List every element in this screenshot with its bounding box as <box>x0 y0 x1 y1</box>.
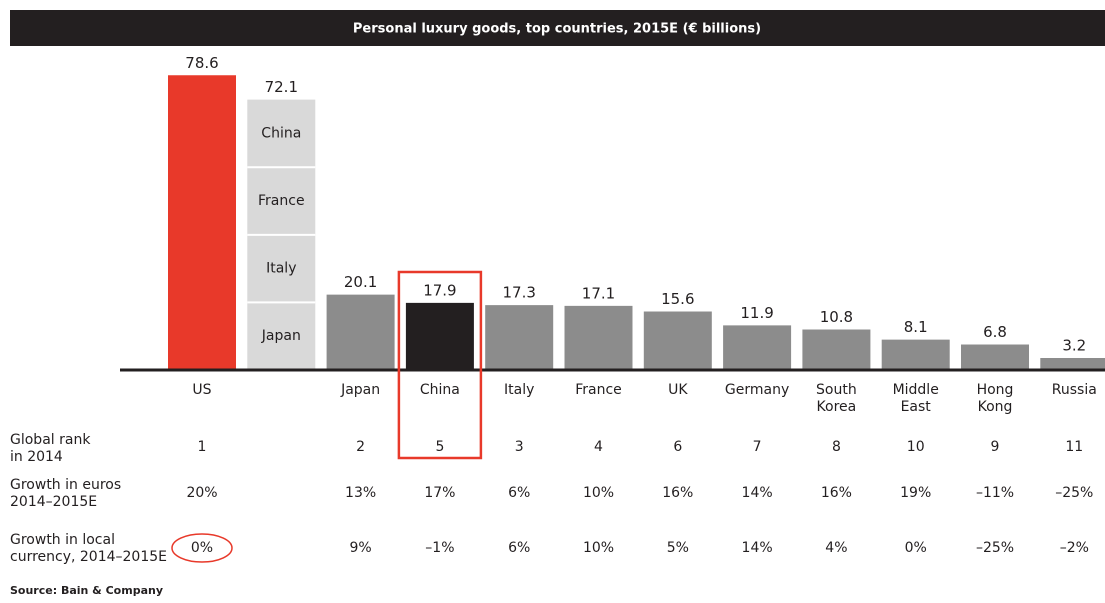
table-cell: 0% <box>191 540 213 556</box>
row-label: 2014–2015E <box>10 494 97 510</box>
table-cell: 11 <box>1065 439 1083 455</box>
table-cell: 5% <box>667 540 689 556</box>
table-cell: 9 <box>991 439 1000 455</box>
table-cell: 13% <box>345 485 376 501</box>
x-tick-label: Middle East <box>893 382 939 415</box>
table-cell: –25% <box>1055 485 1093 501</box>
bar <box>723 325 792 370</box>
row-label: Growth in euros <box>10 477 121 493</box>
table-cell: 4% <box>825 540 847 556</box>
value-label: 17.3 <box>502 284 535 302</box>
x-tick-label: Japan <box>340 382 380 398</box>
source: Source: Bain & Company <box>10 584 163 597</box>
bar <box>802 329 871 370</box>
row-label: in 2014 <box>10 449 63 465</box>
title-bar <box>10 10 1105 46</box>
table-cell: 0% <box>905 540 927 556</box>
table-cell: 6% <box>508 485 530 501</box>
row-label: currency, 2014–2015E <box>10 549 167 565</box>
row-label: Growth in local <box>10 532 115 548</box>
value-label: 10.8 <box>820 308 853 326</box>
value-label: 20.1 <box>344 273 377 291</box>
value-label: 17.9 <box>423 281 456 299</box>
segment-label: China <box>261 125 301 141</box>
value-label: 11.9 <box>740 304 773 322</box>
row-label: Global rank <box>10 432 91 448</box>
table-cell: 10% <box>583 485 614 501</box>
bar <box>405 302 474 370</box>
value-label: 72.1 <box>265 78 298 96</box>
value-label: 15.6 <box>661 290 694 308</box>
table-cell: 2 <box>356 439 365 455</box>
value-label: 6.8 <box>983 323 1007 341</box>
table-cell: 3 <box>515 439 524 455</box>
table-cell: 5 <box>435 439 444 455</box>
table-cell: 14% <box>742 485 773 501</box>
x-tick-label: South Korea <box>816 382 857 415</box>
value-label: 3.2 <box>1062 337 1086 355</box>
bar <box>961 344 1029 370</box>
table-cell: 4 <box>594 439 603 455</box>
bar <box>1040 358 1105 370</box>
x-tick-label: Russia <box>1052 382 1097 398</box>
bar <box>643 311 712 370</box>
table-cell: 17% <box>424 485 455 501</box>
table-cell: 10 <box>907 439 925 455</box>
table-cell: –1% <box>425 540 454 556</box>
x-tick-label: Germany <box>725 382 789 398</box>
bar <box>485 305 554 370</box>
bar <box>881 339 950 370</box>
x-tick-label: US <box>192 382 211 398</box>
table-cell: –25% <box>976 540 1014 556</box>
table-cell: 10% <box>583 540 614 556</box>
value-label: 8.1 <box>904 318 928 336</box>
x-tick-label: China <box>420 382 460 398</box>
x-tick-label: Italy <box>504 382 534 398</box>
table-cell: 9% <box>349 540 371 556</box>
table-cell: 14% <box>742 540 773 556</box>
table-cell: 8 <box>832 439 841 455</box>
table-cell: 1 <box>198 439 207 455</box>
table-cell: 16% <box>821 485 852 501</box>
bar <box>326 294 395 370</box>
x-tick-label: Hong Kong <box>977 382 1014 415</box>
table-cell: –11% <box>976 485 1014 501</box>
highlight-circle <box>171 533 233 563</box>
table-cell: 20% <box>186 485 217 501</box>
x-tick-label: France <box>575 382 622 398</box>
table-cell: 6% <box>508 540 530 556</box>
highlight-box <box>397 270 483 460</box>
value-label: 17.1 <box>582 284 615 302</box>
chart-title: Personal luxury goods, top countries, 20… <box>353 22 761 37</box>
x-tick-label: UK <box>668 382 688 398</box>
table-cell: 16% <box>662 485 693 501</box>
segment-label: France <box>258 193 305 209</box>
bar <box>564 305 633 370</box>
table-cell: –2% <box>1060 540 1089 556</box>
bar <box>168 75 236 370</box>
segment-label: Italy <box>266 261 296 277</box>
table-cell: 19% <box>900 485 931 501</box>
table-cell: 7 <box>753 439 762 455</box>
segment-label: Japan <box>261 328 301 344</box>
value-label: 78.6 <box>185 54 218 72</box>
table-cell: 6 <box>673 439 682 455</box>
